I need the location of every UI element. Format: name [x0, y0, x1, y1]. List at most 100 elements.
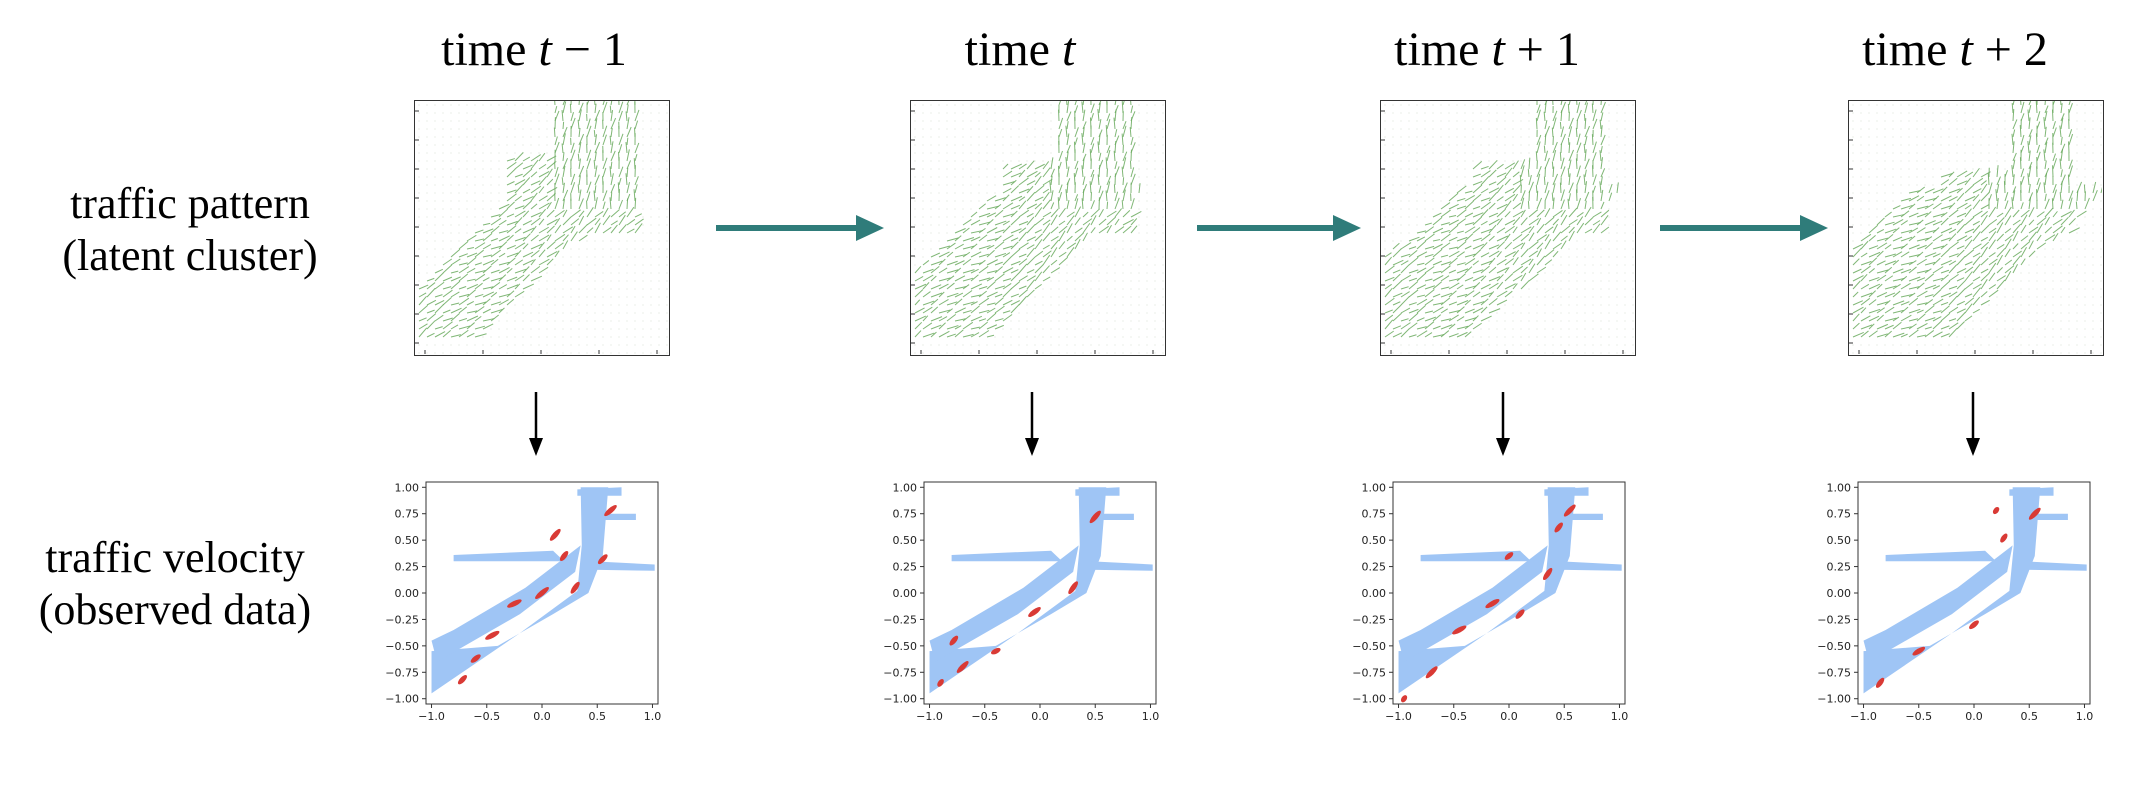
- title-time-t: time t: [964, 23, 1076, 76]
- velocity-arm-top: [602, 513, 636, 521]
- velocity-arm-left: [951, 550, 1063, 562]
- x-tick-label: 0.5: [1555, 710, 1573, 723]
- observed-data-cloud: [1863, 487, 2087, 694]
- x-tick-label: −1.0: [418, 710, 445, 723]
- y-tick-label: −0.75: [1352, 666, 1386, 679]
- active-cluster-mark: [457, 674, 467, 685]
- transition-arrow-3: [1660, 215, 1828, 241]
- y-tick-label: 0.00: [893, 587, 918, 600]
- y-tick-label: 0.50: [395, 534, 420, 547]
- velocity-band: [431, 487, 609, 694]
- velocity-row-label: traffic velocity (observed data): [0, 532, 355, 636]
- velocity-label-line1: traffic velocity: [45, 533, 305, 582]
- active-cluster-mark: [956, 661, 969, 673]
- velocity-band: [929, 487, 1107, 694]
- y-tick-label: −0.50: [883, 640, 917, 653]
- x-tick-label: 0.0: [533, 710, 551, 723]
- x-tick-label: 0.0: [1500, 710, 1518, 723]
- y-tick-label: 0.75: [893, 508, 918, 521]
- pattern-row-label: traffic pattern (latent cluster): [10, 178, 370, 282]
- down-arrow-2: [1025, 392, 1039, 456]
- active-cluster-mark: [1485, 599, 1500, 609]
- y-tick-label: −0.50: [1817, 640, 1851, 653]
- observed-data-cloud: [1398, 487, 1622, 694]
- transition-arrow-1: [716, 215, 884, 241]
- y-tick-label: −0.75: [883, 666, 917, 679]
- velocity-arm-top: [1569, 513, 1603, 521]
- active-cluster-mark: [1554, 522, 1563, 533]
- active-cluster-mark: [604, 504, 617, 517]
- active-cluster-mark: [1875, 677, 1885, 688]
- active-cluster-mark: [937, 678, 944, 687]
- x-tick-label: −0.5: [473, 710, 500, 723]
- transition-arrow-2: [1197, 215, 1361, 241]
- x-tick-label: 1.0: [644, 710, 662, 723]
- x-tick-label: 1.0: [2076, 710, 2094, 723]
- active-cluster-mark: [1068, 581, 1078, 595]
- vector-field-plot: [911, 92, 1164, 354]
- observed-data-cloud: [431, 487, 655, 694]
- active-cluster-mark: [1912, 646, 1926, 656]
- active-cluster-mark: [535, 587, 549, 599]
- x-tick-label: −0.5: [971, 710, 998, 723]
- velocity-arm-right: [2023, 561, 2087, 571]
- x-tick-label: −0.5: [1905, 710, 1932, 723]
- active-cluster-mark: [1504, 552, 1514, 560]
- pattern-panel-t: [910, 92, 1166, 356]
- title-time-t-plus-2: time t + 2: [1862, 23, 2048, 76]
- y-tick-label: −0.75: [385, 666, 419, 679]
- active-cluster-mark: [597, 554, 608, 565]
- active-cluster-mark: [1969, 620, 1979, 630]
- active-cluster-mark: [549, 528, 561, 541]
- y-tick-label: 0.00: [1362, 587, 1387, 600]
- active-cluster-mark: [1028, 607, 1041, 617]
- x-tick-label: 0.0: [1965, 710, 1983, 723]
- x-tick-label: 0.5: [588, 710, 606, 723]
- y-tick-label: −0.25: [883, 613, 917, 626]
- y-tick-label: −1.00: [1817, 693, 1851, 706]
- velocity-arm-left: [453, 550, 565, 562]
- velocity-arm-right: [1089, 561, 1153, 571]
- velocity-top: [1075, 487, 1120, 496]
- x-tick-label: 1.0: [1611, 710, 1629, 723]
- y-tick-label: −1.00: [883, 693, 917, 706]
- y-tick-label: 0.25: [395, 561, 420, 574]
- y-tick-label: 0.75: [1362, 508, 1387, 521]
- active-cluster-mark: [991, 647, 1001, 655]
- y-tick-label: 0.50: [893, 534, 918, 547]
- y-tick-label: −0.50: [385, 640, 419, 653]
- vector-field-plot: [1381, 93, 1634, 354]
- title-time-t-plus-1: time t + 1: [1394, 23, 1580, 76]
- y-tick-label: 1.00: [1827, 481, 1852, 494]
- velocity-arm-top: [2034, 513, 2068, 521]
- active-cluster-mark: [1992, 506, 2000, 515]
- velocity-arm-right: [1558, 561, 1622, 571]
- y-tick-label: 0.00: [395, 587, 420, 600]
- y-tick-label: 0.50: [1362, 534, 1387, 547]
- velocity-scatter-t-plus-1: −1.0 −0.5 0.0 0.5 1.0 1.00 0.75 0.50 0.25 0.00 −0.…: [1352, 481, 1629, 723]
- x-tick-label: 1.0: [1142, 710, 1160, 723]
- y-tick-label: 0.50: [1827, 534, 1852, 547]
- velocity-arm-right: [591, 561, 655, 571]
- y-tick-label: 1.00: [395, 481, 420, 494]
- y-tick-label: −1.00: [1352, 693, 1386, 706]
- velocity-top: [577, 487, 622, 496]
- active-cluster-mark: [2000, 533, 2008, 543]
- x-tick-label: −1.0: [1850, 710, 1877, 723]
- velocity-band-upper: [1398, 545, 1548, 662]
- velocity-band-upper: [1863, 545, 2013, 662]
- pattern-panel-t-minus-1: [414, 93, 670, 356]
- x-tick-label: −1.0: [916, 710, 943, 723]
- pattern-panel-t-plus-1: [1380, 93, 1636, 356]
- active-cluster-mark: [1563, 504, 1576, 517]
- y-tick-label: −0.25: [385, 613, 419, 626]
- y-tick-label: 0.25: [1827, 561, 1852, 574]
- active-cluster-mark: [1515, 609, 1525, 619]
- y-tick-label: −0.75: [1817, 666, 1851, 679]
- velocity-arm-top: [1100, 513, 1134, 521]
- active-cluster-mark: [470, 654, 481, 663]
- velocity-band-upper: [431, 545, 581, 662]
- y-tick-label: −1.00: [385, 693, 419, 706]
- velocity-band: [1398, 487, 1576, 694]
- velocity-scatter-t-plus-2: −1.0 −0.5 0.0 0.5 1.0 1.00 0.75 0.50 0.25 0.00 −0.…: [1817, 481, 2094, 723]
